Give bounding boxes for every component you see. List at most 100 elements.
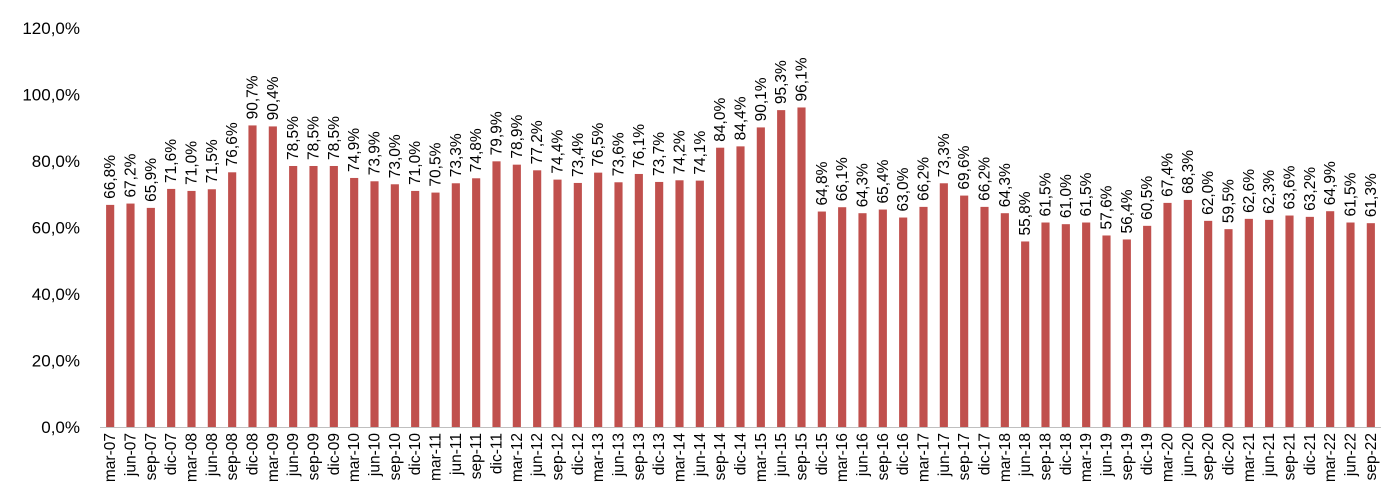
- x-tick-label: sep-15: [794, 433, 811, 480]
- data-label: 61,5%: [1078, 172, 1095, 216]
- x-axis: mar-07 jun-07 sep-07 dic-07 mar-08 jun-08 sep-…: [102, 433, 1380, 482]
- x-tick-label: dic-11: [489, 433, 506, 474]
- data-label: 62,3%: [1261, 170, 1278, 214]
- x-tick-label: dic-13: [651, 433, 668, 475]
- y-tick-label: 40,0%: [32, 285, 80, 304]
- bar: [1265, 219, 1274, 427]
- data-label: 76,1%: [631, 124, 648, 168]
- x-tick-label: mar-22: [1322, 433, 1339, 482]
- bar: [756, 127, 765, 427]
- x-tick-label: dic-21: [1302, 433, 1319, 475]
- y-axis: 0,0% 20,0% 40,0% 60,0% 80,0% 100,0% 120,0%: [22, 19, 80, 437]
- bar: [939, 183, 948, 427]
- data-label: 71,5%: [204, 139, 221, 183]
- x-tick-label: sep-10: [387, 433, 404, 481]
- data-label: 59,5%: [1221, 179, 1238, 223]
- x-tick-label: sep-16: [875, 433, 892, 480]
- x-tick-label: sep-20: [1200, 433, 1217, 481]
- data-label: 73,3%: [936, 133, 953, 177]
- data-label: 71,0%: [184, 141, 201, 185]
- bar: [390, 184, 399, 427]
- data-label: 73,3%: [448, 133, 465, 177]
- bar: [146, 207, 155, 427]
- bar: [1122, 239, 1131, 427]
- bar: [878, 209, 887, 427]
- bar: [614, 182, 623, 427]
- data-label: 64,8%: [814, 161, 831, 205]
- bar: [492, 161, 501, 427]
- x-tick-label: sep-07: [143, 433, 160, 480]
- x-tick-label: mar-09: [265, 433, 282, 482]
- data-label: 63,2%: [1302, 167, 1319, 211]
- x-tick-label: mar-07: [102, 433, 119, 482]
- data-label: 73,4%: [570, 133, 587, 177]
- x-tick-label: dic-09: [326, 433, 343, 475]
- data-label: 73,7%: [651, 132, 668, 176]
- data-label: 63,0%: [895, 167, 912, 211]
- bar: [533, 170, 542, 427]
- x-tick-label: sep-14: [712, 433, 729, 481]
- bar: [1285, 215, 1294, 427]
- bar: [268, 126, 277, 428]
- y-tick-label: 100,0%: [22, 86, 80, 105]
- x-tick-label: sep-08: [224, 433, 241, 480]
- bar: [716, 147, 725, 427]
- x-tick-label: dic-18: [1058, 433, 1075, 475]
- data-label: 67,4%: [1160, 153, 1177, 197]
- bar: [126, 203, 135, 427]
- data-label: 68,3%: [1180, 150, 1197, 194]
- bar: [960, 195, 969, 427]
- data-label: 96,1%: [794, 57, 811, 101]
- x-tick-label: sep-12: [550, 433, 567, 480]
- x-tick-label: mar-08: [184, 433, 201, 482]
- x-tick-label: mar-10: [346, 433, 363, 482]
- bar: [1041, 222, 1050, 427]
- x-tick-label: jun-15: [773, 433, 790, 477]
- data-label: 76,6%: [224, 122, 241, 166]
- x-tick-label: sep-09: [306, 433, 323, 480]
- data-label: 77,2%: [529, 120, 546, 164]
- x-tick-label: mar-15: [753, 433, 770, 482]
- bar: [329, 165, 338, 428]
- data-label: 60,5%: [1139, 176, 1156, 220]
- x-tick-label: mar-20: [1160, 433, 1177, 482]
- data-label: 61,0%: [1058, 174, 1075, 218]
- data-label: 74,4%: [550, 129, 567, 173]
- bar: [167, 188, 176, 427]
- data-label: 84,4%: [733, 96, 750, 140]
- bar: [1102, 235, 1111, 427]
- x-tick-label: jun-20: [1180, 433, 1197, 477]
- bar: [451, 183, 460, 427]
- data-label: 61,5%: [1038, 172, 1055, 216]
- bar: [858, 213, 867, 427]
- data-label: 74,2%: [672, 130, 689, 174]
- data-label: 65,4%: [875, 159, 892, 203]
- x-tick-label: jun-13: [611, 433, 628, 477]
- bar: [634, 173, 643, 427]
- bar: [1061, 224, 1070, 427]
- data-label: 78,5%: [326, 116, 343, 160]
- data-label: 64,3%: [997, 163, 1014, 207]
- bar: [1000, 213, 1009, 427]
- x-tick-label: jun-18: [1017, 433, 1034, 477]
- data-label: 66,1%: [834, 157, 851, 201]
- data-label: 76,5%: [590, 122, 607, 166]
- x-tick-label: jun-22: [1343, 433, 1360, 477]
- x-tick-label: mar-19: [1078, 433, 1095, 482]
- bar: [472, 178, 481, 427]
- data-label: 71,0%: [407, 141, 424, 185]
- y-tick-label: 80,0%: [32, 152, 80, 171]
- bar: [1346, 222, 1355, 427]
- x-tick-label: mar-16: [834, 433, 851, 482]
- data-label: 90,1%: [753, 77, 770, 121]
- data-label: 74,1%: [692, 130, 709, 174]
- x-tick-label: dic-08: [245, 433, 262, 475]
- data-label: 56,4%: [1119, 189, 1136, 233]
- data-label: 67,2%: [123, 153, 140, 197]
- bar: [736, 146, 745, 427]
- x-tick-label: jun-21: [1261, 433, 1278, 477]
- bar: [1204, 220, 1213, 427]
- x-tick-label: dic-19: [1139, 433, 1156, 475]
- data-label: 73,9%: [367, 131, 384, 175]
